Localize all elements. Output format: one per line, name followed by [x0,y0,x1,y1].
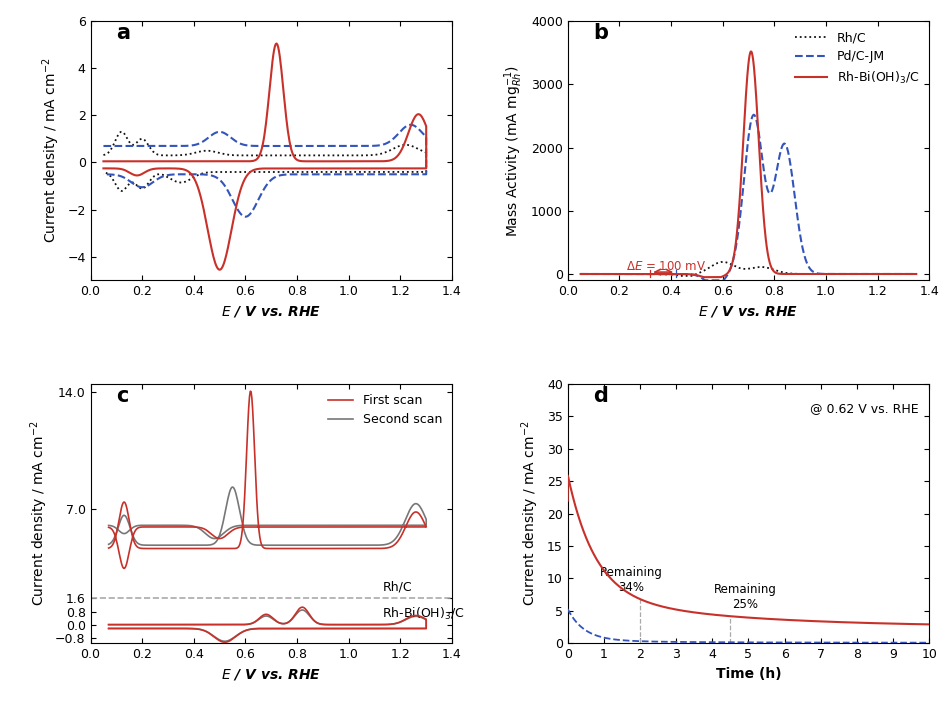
Text: c: c [116,386,129,406]
Text: b: b [592,23,607,44]
Text: $\Delta E$ = 100 mV: $\Delta E$ = 100 mV [625,260,705,273]
X-axis label: $E$ / V vs. RHE: $E$ / V vs. RHE [221,666,321,682]
Legend: Rh/C, Pd/C-JM, Rh-Bi(OH)$_3$/C: Rh/C, Pd/C-JM, Rh-Bi(OH)$_3$/C [791,27,922,89]
Y-axis label: Current density / mA cm$^{-2}$: Current density / mA cm$^{-2}$ [40,58,62,243]
Text: Rh-Bi(OH)$_3$/C: Rh-Bi(OH)$_3$/C [382,606,465,622]
Y-axis label: Mass Activity (mA mg$_{Rh}^{-1}$): Mass Activity (mA mg$_{Rh}^{-1}$) [503,65,525,237]
Y-axis label: Current density / mA cm$^{-2}$: Current density / mA cm$^{-2}$ [519,421,541,607]
Y-axis label: Current density / mA cm$^{-2}$: Current density / mA cm$^{-2}$ [28,421,50,607]
X-axis label: Time (h): Time (h) [715,666,781,681]
Text: @ 0.62 V vs. RHE: @ 0.62 V vs. RHE [809,402,918,415]
Legend: First scan, Second scan: First scan, Second scan [324,390,446,430]
Text: d: d [592,386,607,406]
Text: Rh/C: Rh/C [382,581,411,594]
Text: Remaining
25%: Remaining 25% [713,583,776,611]
X-axis label: $E$ / V vs. RHE: $E$ / V vs. RHE [698,304,798,318]
X-axis label: $E$ / V vs. RHE: $E$ / V vs. RHE [221,304,321,318]
Text: a: a [116,23,129,44]
Text: Remaining
34%: Remaining 34% [599,566,662,594]
